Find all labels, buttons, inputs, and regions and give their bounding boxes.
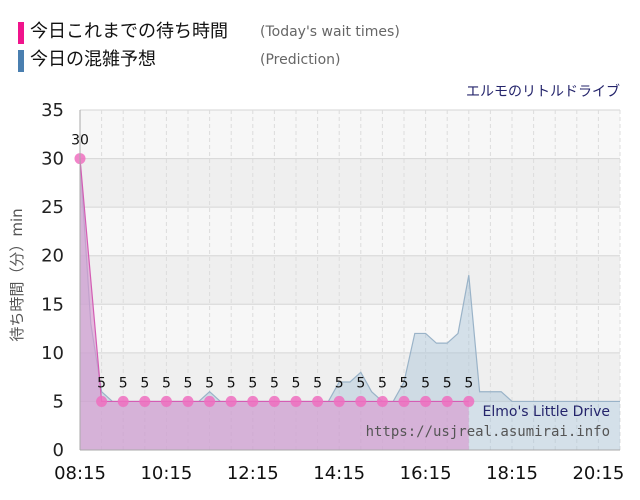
- actual-point: [204, 395, 216, 407]
- x-tick-label: 14:15: [313, 463, 365, 484]
- actual-point: [139, 395, 151, 407]
- x-tick-label: 10:15: [140, 463, 192, 484]
- actual-data-label: 30: [71, 133, 89, 149]
- actual-point: [247, 395, 259, 407]
- actual-area: [80, 158, 469, 451]
- actual-point: [441, 395, 453, 407]
- grid-band: [80, 207, 620, 256]
- actual-data-label: 5: [292, 375, 301, 391]
- grid-band: [80, 304, 620, 353]
- actual-data-label: 5: [119, 375, 128, 391]
- actual-data-label: 5: [335, 375, 344, 391]
- y-tick-label: 20: [41, 246, 64, 267]
- grid-band: [80, 255, 620, 305]
- watermark-line1: Elmo's Little Drive: [483, 404, 610, 420]
- legend-note-actual: (Today's wait times): [260, 24, 400, 40]
- x-tick-label: 18:15: [486, 463, 538, 484]
- actual-data-label: 5: [205, 375, 214, 391]
- actual-point: [312, 395, 324, 407]
- legend-swatch-actual: [18, 22, 24, 44]
- y-tick-label: 15: [41, 294, 64, 315]
- actual-point: [182, 395, 194, 407]
- grid-band: [80, 352, 620, 402]
- y-tick-label: 0: [53, 440, 64, 461]
- attraction-name: エルモのリトルドライブ: [466, 84, 620, 100]
- x-tick-label: 16:15: [400, 463, 452, 484]
- actual-data-label: 5: [400, 375, 409, 391]
- actual-point: [96, 395, 108, 407]
- actual-data-label: 5: [184, 375, 193, 391]
- actual-data-label: 5: [97, 375, 106, 391]
- actual-point: [225, 395, 237, 407]
- actual-point: [398, 395, 410, 407]
- actual-point: [355, 395, 367, 407]
- actual-data-label: 5: [421, 375, 430, 391]
- actual-point: [117, 395, 129, 407]
- actual-data-label: 5: [313, 375, 322, 391]
- actual-point: [420, 395, 432, 407]
- actual-data-label: 5: [464, 375, 473, 391]
- legend-label-prediction: 今日の混雑予想: [30, 49, 156, 70]
- actual-data-label: 5: [140, 375, 149, 391]
- actual-data-label: 5: [248, 375, 257, 391]
- legend-note-prediction: (Prediction): [260, 52, 341, 68]
- actual-point: [463, 395, 475, 407]
- legend-label-actual: 今日これまでの待ち時間: [30, 21, 228, 42]
- grid-band: [80, 158, 620, 208]
- actual-point: [290, 395, 302, 407]
- x-tick-label: 08:15: [54, 463, 106, 484]
- y-tick-label: 30: [41, 149, 64, 170]
- actual-data-label: 5: [162, 375, 171, 391]
- y-tick-label: 5: [53, 391, 64, 412]
- actual-data-label: 5: [227, 375, 236, 391]
- x-tick-label: 12:15: [227, 463, 279, 484]
- actual-point: [333, 395, 345, 407]
- actual-data-label: 5: [270, 375, 279, 391]
- actual-data-label: 5: [356, 375, 365, 391]
- actual-data-label: 5: [378, 375, 387, 391]
- y-tick-label: 35: [41, 100, 64, 121]
- y-tick-label: 10: [41, 343, 64, 364]
- actual-point: [160, 395, 172, 407]
- actual-point: [268, 395, 280, 407]
- actual-point: [376, 395, 388, 407]
- y-tick-label: 25: [41, 197, 64, 218]
- actual-data-label: 5: [443, 375, 452, 391]
- grid-band: [80, 110, 620, 159]
- legend-swatch-prediction: [18, 50, 24, 72]
- watermark-line2: https://usjreal.asumirai.info: [366, 424, 610, 440]
- x-tick-label: 20:15: [572, 463, 624, 484]
- y-axis-label: 待ち時間（分）min: [8, 208, 26, 341]
